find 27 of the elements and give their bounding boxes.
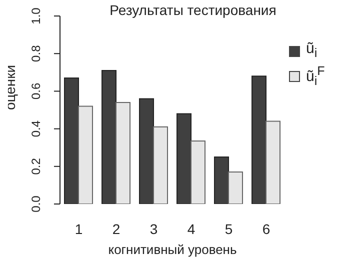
x-tick-label: 6: [262, 220, 270, 237]
y-tick-label: 0.6: [29, 82, 43, 100]
bar: [102, 70, 116, 204]
bar: [176, 113, 192, 204]
legend-label: ũ$_{i}$: [306, 40, 318, 62]
bar: [139, 98, 154, 204]
bar: [228, 172, 243, 204]
y-tick-label: 0.8: [29, 44, 43, 62]
x-tick-label: 3: [150, 220, 158, 237]
bar: [252, 76, 266, 204]
y-tick-label: 0.4: [29, 120, 43, 138]
bar: [266, 120, 280, 204]
x-tick-label: 1: [74, 220, 83, 237]
bar: [64, 78, 79, 204]
y-tick-label: 0.2: [29, 158, 43, 175]
chart-title: Результаты тестирования: [108, 2, 278, 18]
y-tick-label: 1.0: [29, 7, 43, 24]
x-axis-title: когнитивный уровень: [108, 242, 237, 257]
y-tick-label: 0.0: [29, 195, 43, 212]
bar: [78, 106, 93, 204]
bar: [214, 156, 229, 204]
bar: [116, 102, 130, 204]
bar: [190, 140, 206, 204]
x-tick-label: 4: [187, 220, 196, 237]
x-tick-label: 5: [224, 220, 233, 237]
x-tick-label: 2: [112, 220, 120, 237]
bar: [153, 126, 168, 204]
